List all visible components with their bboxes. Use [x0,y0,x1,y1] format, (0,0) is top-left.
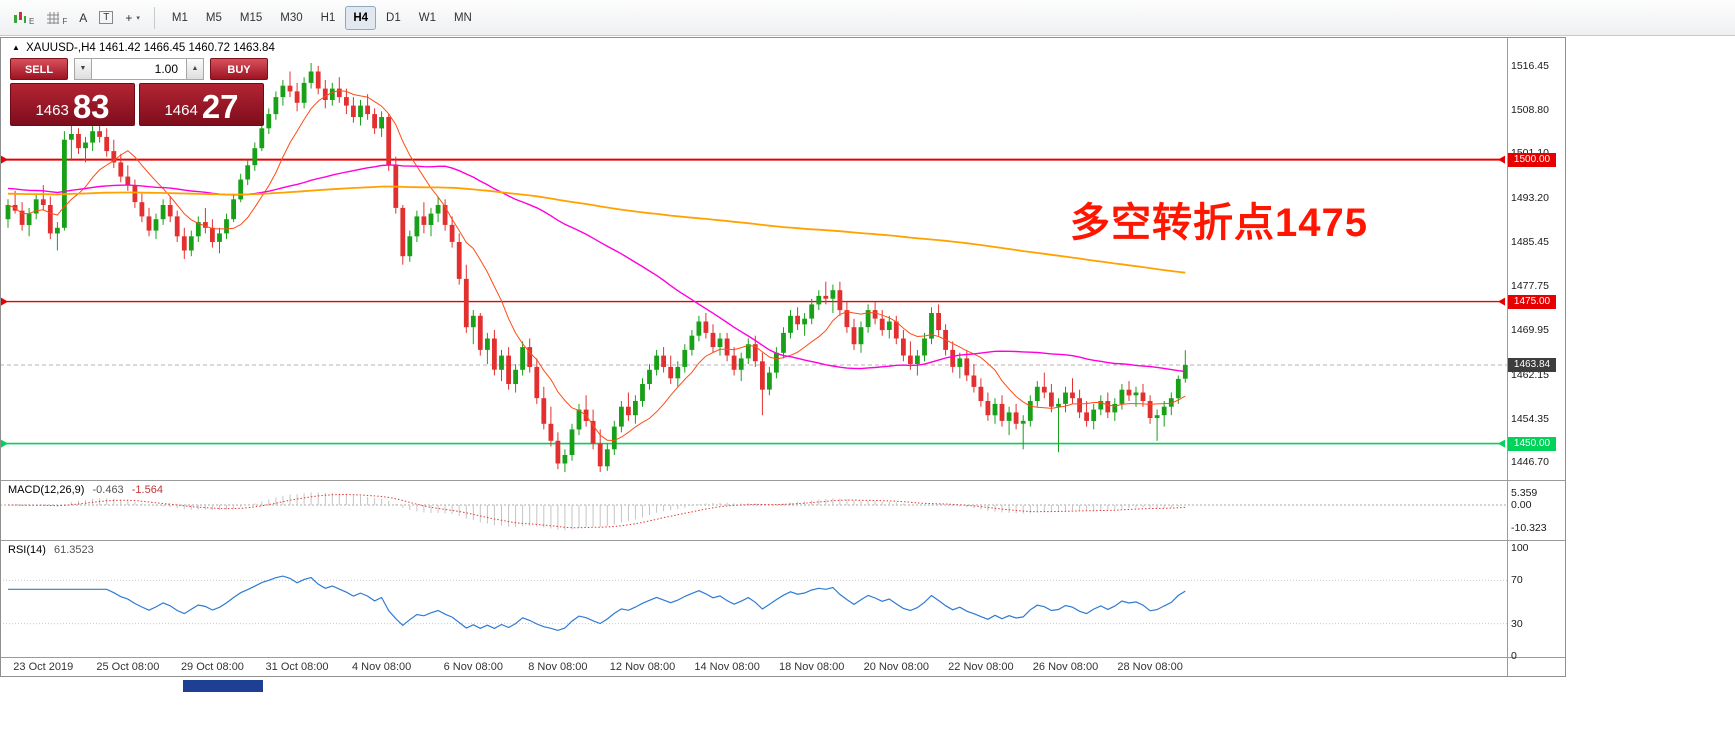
chart-title: ▲ XAUUSD-,H4 1461.42 1466.45 1460.72 146… [12,42,275,54]
macd-indicator-panel[interactable] [0,481,1507,539]
timeframe-w1-button[interactable]: W1 [411,6,444,30]
candles-layer [5,63,1188,472]
ma-fast-line [7,90,1186,442]
macd-name: MACD(12,26,9) [8,484,85,496]
macd-signal-line [8,493,1186,529]
volume-increase-caret-icon[interactable]: ▲ [186,58,204,80]
ma-slow-line [7,185,1186,274]
price-axis-divider [1507,38,1508,676]
collapse-triangle-icon[interactable]: ▲ [12,43,20,52]
bid-pips: 83 [72,88,110,125]
volume-dropdown-caret-icon[interactable]: ▼ [74,58,92,80]
hline-right-arrow-icon [1498,297,1505,306]
timeframe-mn-button[interactable]: MN [446,6,480,30]
volume-input[interactable]: 1.00 [92,58,186,80]
grid-icon [47,11,60,24]
timeframe-h4-button[interactable]: H4 [345,5,377,30]
chart-annotation-text[interactable]: 多空转折点1475 [1070,201,1368,245]
label-tool-button[interactable]: T [94,5,118,31]
macd-label: MACD(12,26,9) -0.463 -1.564 [8,484,163,496]
macd-histogram [14,492,1186,531]
hline-right-arrow-icon [1498,439,1505,448]
shortcut-f-label: F [62,17,68,26]
timeframe-h1-button[interactable]: H1 [313,6,344,30]
chevron-down-icon: ▾ [136,14,140,22]
ask-main: 1464 [164,102,198,119]
indicator-shortcut-e-button[interactable]: E [8,5,39,31]
hline-right-arrow-icon [1498,155,1505,164]
hline-left-arrow-icon [1,155,8,164]
one-click-trading-panel: SELL ▼ 1.00 ▲ BUY 1463 83 1464 27 [10,58,268,126]
trade-controls-row: SELL ▼ 1.00 ▲ BUY [10,58,268,80]
timeframe-m5-button[interactable]: M5 [198,6,230,30]
timeframe-m15-button[interactable]: M15 [232,6,270,30]
taskbar-fragment [183,680,263,692]
rsi-value: 61.3523 [53,544,94,556]
macd-value: -0.463 [92,484,124,496]
panel-splitter-bottom[interactable] [0,657,1566,658]
timeframe-m1-button[interactable]: M1 [164,6,196,30]
rsi-name: RSI(14) [8,544,46,556]
toolbar-separator [153,6,155,29]
rsi-line [8,575,1186,632]
hline-left-arrow-icon [1,297,8,306]
hline-left-arrow-icon [1,439,8,448]
bid-price-display[interactable]: 1463 83 [10,83,135,126]
buy-button[interactable]: BUY [210,58,268,80]
ask-pips: 27 [201,88,239,125]
time-scale[interactable] [0,658,1507,676]
timeframe-d1-button[interactable]: D1 [378,6,409,30]
grid-shortcut-f-button[interactable]: F [41,5,72,31]
panel-splitter-macd[interactable] [0,480,1566,481]
shortcut-e-label: E [29,17,35,26]
sell-button[interactable]: SELL [10,58,68,80]
label-tool-icon: T [99,11,114,24]
price-scale[interactable] [1508,38,1566,656]
text-tool-button[interactable]: A [74,5,92,31]
ask-price-display[interactable]: 1464 27 [139,83,264,126]
mini-candles-icon [14,11,26,23]
ma-mid-line [7,164,1186,373]
timeframe-m30-button[interactable]: M30 [272,6,310,30]
rsi-indicator-panel[interactable] [0,541,1507,658]
main-toolbar: E F A T + ▾ M1 M5 M15 M30 H1 H4 D1 W1 MN [0,0,1735,36]
rsi-label: RSI(14) 61.3523 [8,544,94,556]
bid-main: 1463 [35,102,69,119]
quote-row: 1463 83 1464 27 [10,83,268,126]
crosshair-icon: + [125,10,133,25]
volume-control: ▼ 1.00 ▲ [74,58,204,80]
macd-signal-value: -1.564 [131,484,163,496]
cursor-tool-button[interactable]: + ▾ [120,5,145,31]
panel-splitter-rsi[interactable] [0,540,1566,541]
symbol-ohlc-text: XAUUSD-,H4 1461.42 1466.45 1460.72 1463.… [26,42,275,54]
text-tool-icon: A [79,10,88,25]
